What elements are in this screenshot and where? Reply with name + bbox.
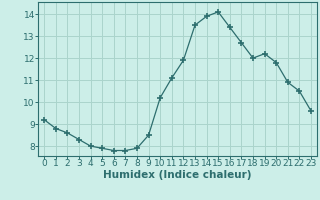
X-axis label: Humidex (Indice chaleur): Humidex (Indice chaleur): [103, 170, 252, 180]
